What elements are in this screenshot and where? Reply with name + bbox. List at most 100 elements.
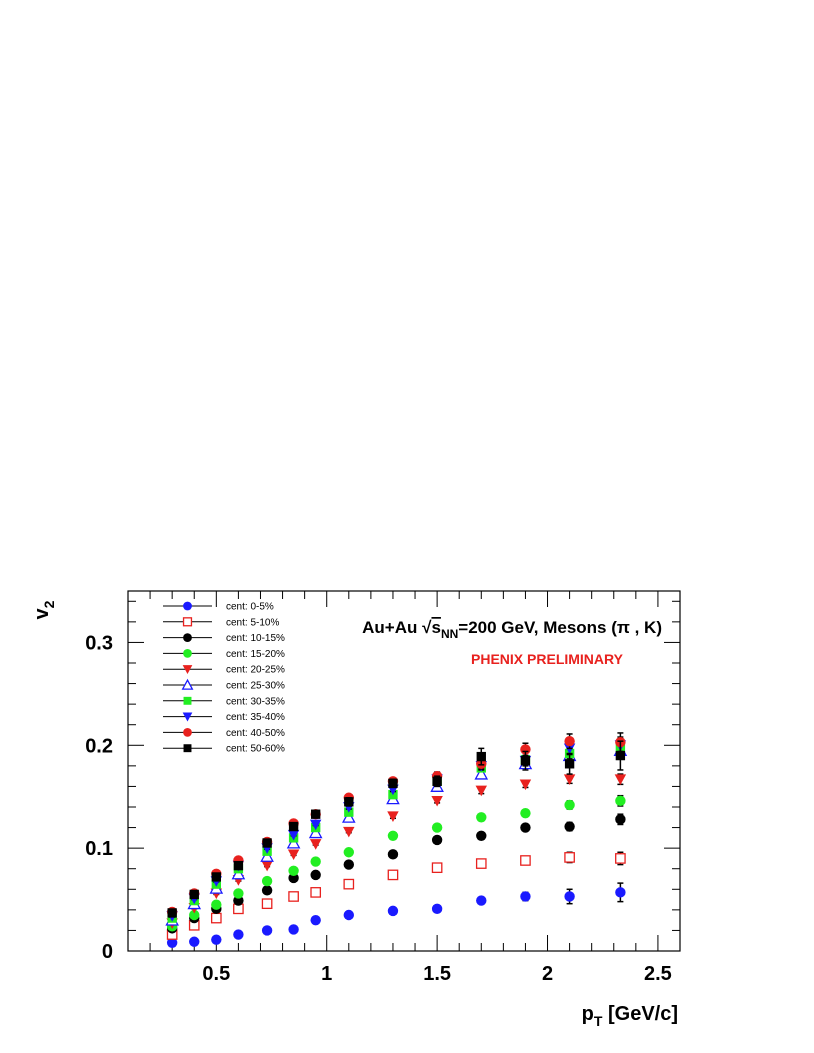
legend-marker bbox=[182, 712, 193, 722]
x-axis-label-unit: [GeV/c] bbox=[602, 1003, 678, 1025]
legend-marker bbox=[182, 665, 193, 675]
title-prefix: Au+Au bbox=[362, 618, 422, 637]
data-point bbox=[614, 774, 627, 785]
data-point bbox=[260, 849, 274, 862]
title-s: s bbox=[431, 618, 440, 637]
data-point bbox=[476, 830, 487, 841]
x-tick-label: 0.5 bbox=[202, 963, 230, 985]
data-point bbox=[231, 866, 246, 880]
data-point bbox=[261, 875, 273, 887]
data-point bbox=[167, 908, 177, 918]
data-point bbox=[475, 785, 487, 797]
data-point bbox=[564, 821, 575, 832]
data-point bbox=[343, 826, 355, 838]
legend-marker bbox=[183, 744, 192, 753]
data-point bbox=[474, 766, 489, 780]
legend-marker bbox=[183, 649, 192, 658]
data-point bbox=[261, 898, 273, 910]
legend-entry: cent: 35-40% bbox=[163, 712, 285, 723]
data-point bbox=[288, 872, 299, 884]
data-point bbox=[388, 778, 398, 789]
legend-entry: cent: 15-20% bbox=[163, 649, 285, 660]
legend-label: cent: 15-20% bbox=[226, 649, 285, 660]
y-tick-label: 0.2 bbox=[85, 735, 113, 757]
y-axis-label: v2 bbox=[31, 600, 57, 619]
data-point bbox=[387, 905, 399, 917]
data-point bbox=[262, 838, 272, 848]
title-suffix: =200 GeV, Mesons (π , K) bbox=[458, 618, 662, 637]
y-tick-label: 0 bbox=[102, 941, 113, 963]
data-point bbox=[615, 853, 626, 864]
legend-label: cent: 25-30% bbox=[226, 681, 285, 692]
preliminary-label: PHENIX PRELIMINARY bbox=[471, 651, 624, 667]
data-point bbox=[431, 795, 443, 807]
data-point bbox=[286, 835, 301, 849]
data-point bbox=[211, 899, 222, 910]
data-point bbox=[287, 849, 300, 861]
data-point bbox=[432, 776, 442, 786]
data-point bbox=[288, 924, 299, 935]
x-axis-label: pT [GeV/c] bbox=[582, 1003, 678, 1029]
data-point bbox=[387, 869, 399, 881]
data-point bbox=[564, 759, 575, 769]
legend-entry: cent: 40-50% bbox=[163, 728, 285, 739]
x-tick-label: 1.5 bbox=[423, 963, 451, 985]
y-axis-label-sub: 2 bbox=[41, 600, 57, 608]
data-point bbox=[476, 751, 486, 762]
data-point bbox=[520, 855, 531, 866]
legend-marker bbox=[183, 728, 192, 737]
data-point bbox=[288, 891, 299, 902]
series-0 bbox=[166, 882, 626, 948]
data-point bbox=[431, 862, 443, 874]
tick-labels: 0.5 1 1.5 2 2.5 0 0.1 0.2 0.3 bbox=[85, 632, 672, 985]
data-point bbox=[310, 887, 322, 898]
legend-label: cent: 10-15% bbox=[226, 633, 285, 644]
data-point bbox=[475, 858, 487, 869]
data-point bbox=[189, 936, 200, 947]
plot-frame bbox=[127, 590, 681, 952]
legend-marker bbox=[183, 601, 192, 611]
legend-label: cent: 5-10% bbox=[226, 617, 279, 628]
data-point bbox=[310, 869, 321, 881]
series-9 bbox=[167, 740, 626, 918]
legend-label: cent: 0-5% bbox=[226, 602, 274, 613]
y-tick-label: 0.3 bbox=[85, 632, 113, 654]
data-point bbox=[431, 834, 443, 846]
data-point bbox=[211, 934, 222, 945]
data-point bbox=[387, 830, 399, 841]
y-axis-label-main: v bbox=[31, 607, 53, 619]
data-point bbox=[311, 809, 321, 819]
legend-marker bbox=[181, 678, 194, 690]
data-point bbox=[343, 847, 354, 858]
data-point bbox=[287, 829, 300, 841]
legend-entry: cent: 25-30% bbox=[163, 678, 285, 692]
data-point bbox=[261, 860, 273, 872]
data-point bbox=[615, 795, 626, 807]
data-point bbox=[564, 891, 575, 902]
data-point bbox=[233, 895, 244, 906]
x-tick-label: 2.5 bbox=[644, 963, 672, 985]
legend-marker bbox=[182, 617, 193, 627]
data-point bbox=[615, 814, 626, 825]
data-point bbox=[189, 909, 200, 921]
data-point bbox=[615, 750, 626, 761]
data-point bbox=[344, 797, 354, 807]
data-point bbox=[233, 888, 244, 899]
legend-entry: cent: 10-15% bbox=[163, 633, 285, 644]
data-point bbox=[476, 812, 487, 823]
x-axis-label-main: p bbox=[582, 1003, 594, 1025]
data-point bbox=[476, 895, 487, 906]
legend-entry: cent: 20-25% bbox=[163, 665, 285, 676]
legend-label: cent: 30-35% bbox=[226, 696, 285, 707]
legend-marker bbox=[183, 696, 192, 705]
legend-label: cent: 40-50% bbox=[226, 728, 285, 739]
title-sub: NN bbox=[441, 627, 458, 641]
data-point bbox=[288, 821, 299, 832]
data-point bbox=[520, 756, 531, 766]
data-point bbox=[211, 872, 221, 882]
data-point bbox=[615, 887, 626, 898]
axis-ticks bbox=[127, 591, 681, 952]
data-point bbox=[564, 852, 575, 863]
data-point bbox=[343, 878, 355, 890]
